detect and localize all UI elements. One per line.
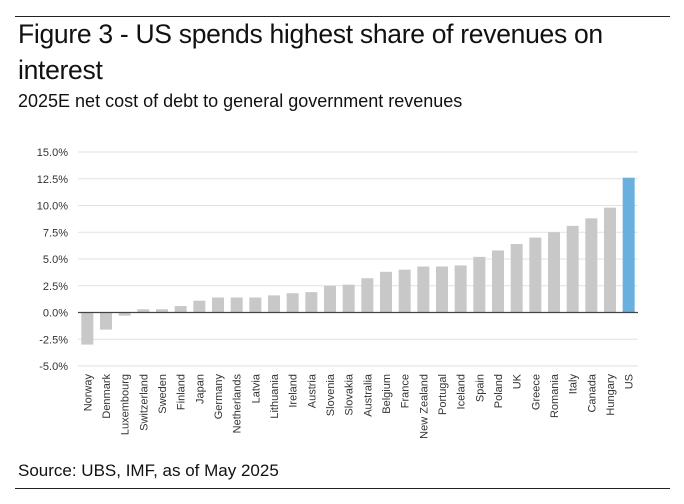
top-rule: [15, 16, 670, 17]
x-tick-label: Greece: [530, 374, 542, 410]
bar-spain: [473, 256, 486, 313]
bar-canada: [585, 218, 598, 313]
x-tick-label: Australia: [362, 373, 374, 417]
x-tick-label: Canada: [586, 373, 598, 412]
bar-portugal: [436, 266, 448, 313]
bar-greece: [529, 237, 542, 313]
x-tick-label: Belgium: [381, 374, 393, 414]
y-tick-label: 10.0%: [37, 201, 68, 213]
x-tick-label: Austria: [306, 373, 318, 408]
bar-austria: [305, 292, 318, 313]
x-tick-label: Germany: [213, 374, 225, 420]
x-tick-label: Netherlands: [232, 374, 244, 434]
bar-slovakia: [342, 284, 355, 313]
bar-luxembourg: [118, 312, 131, 316]
bar-switzerland: [137, 309, 150, 313]
x-tick-label: Slovenia: [325, 373, 337, 416]
x-tick-label: Romania: [549, 373, 561, 418]
x-tick-label: Denmark: [101, 374, 113, 419]
bar-new-zealand: [417, 266, 430, 313]
y-tick-label: 7.5%: [43, 227, 68, 239]
bar-denmark: [100, 312, 112, 330]
bar-us: [622, 177, 635, 313]
bar-romania: [548, 232, 560, 313]
x-tick-label: Luxembourg: [120, 374, 132, 435]
bottom-rule: [15, 488, 670, 489]
source-note: Source: UBS, IMF, as of May 2025: [18, 461, 279, 480]
bar-uk: [510, 244, 523, 313]
bar-slovenia: [324, 285, 336, 313]
x-tick-label: Iceland: [456, 374, 468, 409]
x-tick-label: Italy: [568, 374, 580, 395]
y-tick-label: 5.0%: [43, 254, 68, 266]
y-tick-label: 0.0%: [43, 308, 68, 320]
x-tick-label: Spain: [474, 374, 486, 402]
x-tick-label: France: [400, 374, 412, 408]
x-tick-label: Sweden: [157, 374, 169, 414]
bar-poland: [492, 250, 504, 313]
bar-italy: [566, 225, 579, 313]
x-tick-label: Slovakia: [344, 373, 356, 415]
bar-ireland: [286, 293, 299, 313]
y-tick-label: 2.5%: [43, 281, 68, 293]
y-tick-label: -2.5%: [39, 334, 68, 346]
bar-lithuania: [268, 295, 280, 313]
x-tick-label: Norway: [82, 374, 94, 412]
x-tick-label: US: [624, 374, 636, 389]
bar-australia: [361, 278, 374, 313]
bar-latvia: [249, 297, 262, 313]
x-tick-label: Latvia: [250, 373, 262, 403]
x-tick-label: New Zealand: [418, 374, 430, 439]
x-tick-label: Japan: [194, 374, 206, 404]
x-tick-label: UK: [512, 373, 524, 389]
bar-hungary: [604, 207, 616, 313]
bar-germany: [212, 297, 224, 313]
y-tick-label: 15.0%: [37, 147, 68, 159]
y-tick-label: -5.0%: [39, 361, 68, 373]
bar-france: [398, 269, 411, 313]
x-tick-label: Finland: [176, 374, 188, 410]
x-tick-label: Poland: [493, 374, 505, 408]
bar-norway: [81, 312, 94, 345]
x-tick-label: Switzerland: [138, 374, 150, 431]
x-tick-label: Portugal: [437, 374, 449, 415]
bar-japan: [193, 300, 206, 313]
bar-netherlands: [230, 297, 243, 313]
chart-subtitle: 2025E net cost of debt to general govern…: [18, 91, 463, 111]
bar-belgium: [380, 271, 392, 313]
bar-finland: [174, 306, 187, 313]
bar-sweden: [156, 309, 168, 313]
y-tick-label: 12.5%: [37, 174, 68, 186]
x-tick-label: Hungary: [605, 374, 617, 416]
chart-title: Figure 3 - US spends highest share of re…: [18, 19, 603, 85]
x-tick-label: Ireland: [288, 374, 300, 408]
x-tick-label: Lithuania: [269, 373, 281, 419]
bar-iceland: [454, 265, 467, 313]
